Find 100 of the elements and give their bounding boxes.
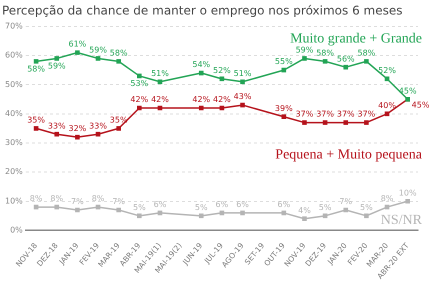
data-label: 5% xyxy=(194,202,208,212)
data-label: 7% xyxy=(339,197,352,206)
data-label: 10% xyxy=(398,188,417,198)
point xyxy=(384,112,390,116)
data-label: 52% xyxy=(378,66,396,75)
data-label: 8% xyxy=(380,194,394,204)
point xyxy=(282,68,286,72)
point xyxy=(302,120,307,125)
point xyxy=(343,208,348,212)
series-label: NS/NR xyxy=(380,212,423,228)
data-label: 5% xyxy=(318,202,332,212)
y-tick-label: 30% xyxy=(5,138,24,148)
point xyxy=(302,216,307,222)
data-label: 5% xyxy=(360,202,374,212)
data-label: 32% xyxy=(68,124,87,134)
point xyxy=(302,56,307,61)
data-label: 61% xyxy=(68,40,87,49)
point xyxy=(322,214,328,218)
y-tick-label: 40% xyxy=(5,108,24,118)
point xyxy=(282,114,286,120)
data-label: 51% xyxy=(234,68,252,78)
data-label: 52% xyxy=(213,66,232,75)
text: Pequena + Muito pequena xyxy=(275,148,423,163)
point xyxy=(343,120,348,125)
data-label: 37% xyxy=(296,110,314,119)
data-label: 42% xyxy=(130,95,149,104)
point xyxy=(54,204,60,210)
point xyxy=(240,79,245,84)
data-label: 42% xyxy=(192,95,211,104)
point xyxy=(384,204,390,210)
point xyxy=(282,210,286,216)
point xyxy=(158,106,162,110)
data-label: 7% xyxy=(112,197,126,206)
point xyxy=(54,132,60,137)
data-label: 54% xyxy=(192,60,211,70)
data-label: 55% xyxy=(274,57,294,66)
point xyxy=(198,70,204,76)
point xyxy=(54,56,60,61)
point xyxy=(96,56,100,61)
point xyxy=(137,106,142,110)
point xyxy=(75,134,80,140)
data-label: 53% xyxy=(130,79,149,88)
point xyxy=(75,208,80,212)
data-label: 37% xyxy=(358,110,376,119)
data-label: 8% xyxy=(50,194,64,204)
data-label: 6% xyxy=(277,200,291,209)
data-label: 59% xyxy=(48,62,66,71)
y-tick-label: 0% xyxy=(10,225,24,234)
point xyxy=(34,59,38,64)
y-tick-label: 20% xyxy=(5,167,24,176)
point xyxy=(220,106,224,110)
data-label: 40% xyxy=(378,100,396,110)
data-label: 58% xyxy=(110,48,128,58)
point xyxy=(116,59,121,64)
point xyxy=(75,50,80,55)
data-label: 33% xyxy=(89,121,108,130)
data-label: 45% xyxy=(398,86,417,96)
point xyxy=(343,64,348,70)
point xyxy=(322,120,328,125)
point xyxy=(137,74,142,78)
point xyxy=(96,204,100,210)
data-label: 33% xyxy=(48,121,66,130)
data-label: 37% xyxy=(336,110,356,119)
data-label: 42% xyxy=(151,95,170,104)
y-tick-label: 70% xyxy=(5,21,24,30)
data-label: 56% xyxy=(336,54,356,64)
point xyxy=(158,79,162,84)
y-tick-label: 50% xyxy=(5,80,24,89)
point xyxy=(240,102,245,108)
point xyxy=(220,76,224,82)
point xyxy=(364,120,369,125)
data-label: 8% xyxy=(92,194,105,204)
data-label: 58% xyxy=(358,48,376,58)
data-label: 42% xyxy=(213,95,232,104)
data-label: 59% xyxy=(89,46,108,55)
chart-title: Percepção da chance de manter o emprego nos próximos 6 meses xyxy=(2,3,402,18)
point xyxy=(137,214,142,218)
point xyxy=(158,210,162,216)
point xyxy=(384,76,390,82)
point xyxy=(364,214,369,218)
data-label: 59% xyxy=(296,46,314,55)
point xyxy=(405,198,410,204)
data-label: 6% xyxy=(154,200,167,209)
point xyxy=(198,214,204,218)
point xyxy=(322,59,328,64)
data-label: 8% xyxy=(30,194,43,204)
y-tick-label: 60% xyxy=(5,50,24,60)
point xyxy=(220,210,224,216)
y-tick-label: 10% xyxy=(5,196,24,206)
series-label: Muito grande + Grande xyxy=(290,31,422,46)
point xyxy=(116,208,121,212)
data-label: 45% xyxy=(412,100,430,110)
data-label: 35% xyxy=(110,115,128,124)
point xyxy=(364,59,369,64)
data-label: 4% xyxy=(298,206,312,215)
point xyxy=(240,210,245,216)
point xyxy=(34,126,38,131)
data-label: 6% xyxy=(216,200,229,209)
data-label: 6% xyxy=(236,200,250,209)
data-label: 43% xyxy=(234,92,252,102)
